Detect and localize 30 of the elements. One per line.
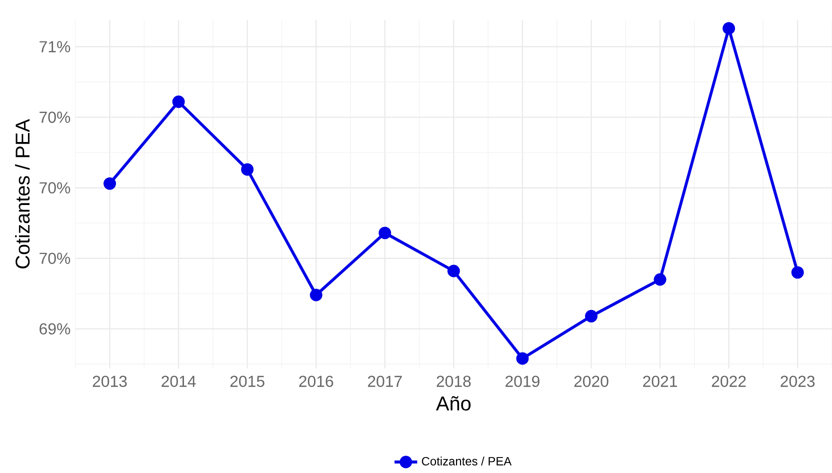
- x-tick-label: 2018: [436, 376, 471, 388]
- x-tick-label: 2013: [92, 376, 127, 388]
- point: [310, 288, 322, 302]
- y-tick-label: 70%: [40, 252, 70, 264]
- x-tick-label: 2022: [712, 376, 746, 388]
- point: [585, 310, 598, 322]
- point: [791, 266, 804, 279]
- x-axis-title: Año: [436, 396, 471, 411]
- y-tick-label: 69%: [40, 323, 70, 335]
- legend-label: Cotizantes / PEA: [422, 456, 512, 466]
- y-tick-label: 71%: [40, 41, 70, 52]
- x-tick-label: 2019: [506, 376, 540, 388]
- y-tick-label: 70%: [40, 182, 70, 194]
- x-tick-label: 2017: [368, 376, 402, 388]
- point: [516, 352, 529, 365]
- point: [172, 96, 185, 108]
- point: [104, 177, 116, 190]
- x-tick-label: 2014: [162, 376, 196, 388]
- point: [378, 226, 392, 240]
- y-axis-title: Cotizantes / PEA: [15, 118, 30, 268]
- point: [654, 273, 666, 286]
- x-tick-label: 2015: [230, 376, 264, 388]
- x-tick-label: 2021: [643, 376, 677, 388]
- point: [447, 264, 460, 278]
- x-tick-label: 2023: [780, 376, 815, 388]
- x-tick-label: 2020: [574, 376, 608, 388]
- point: [241, 163, 254, 176]
- point: [722, 22, 736, 35]
- x-tick-label: 2016: [299, 376, 334, 388]
- y-tick-label: 70%: [40, 112, 70, 123]
